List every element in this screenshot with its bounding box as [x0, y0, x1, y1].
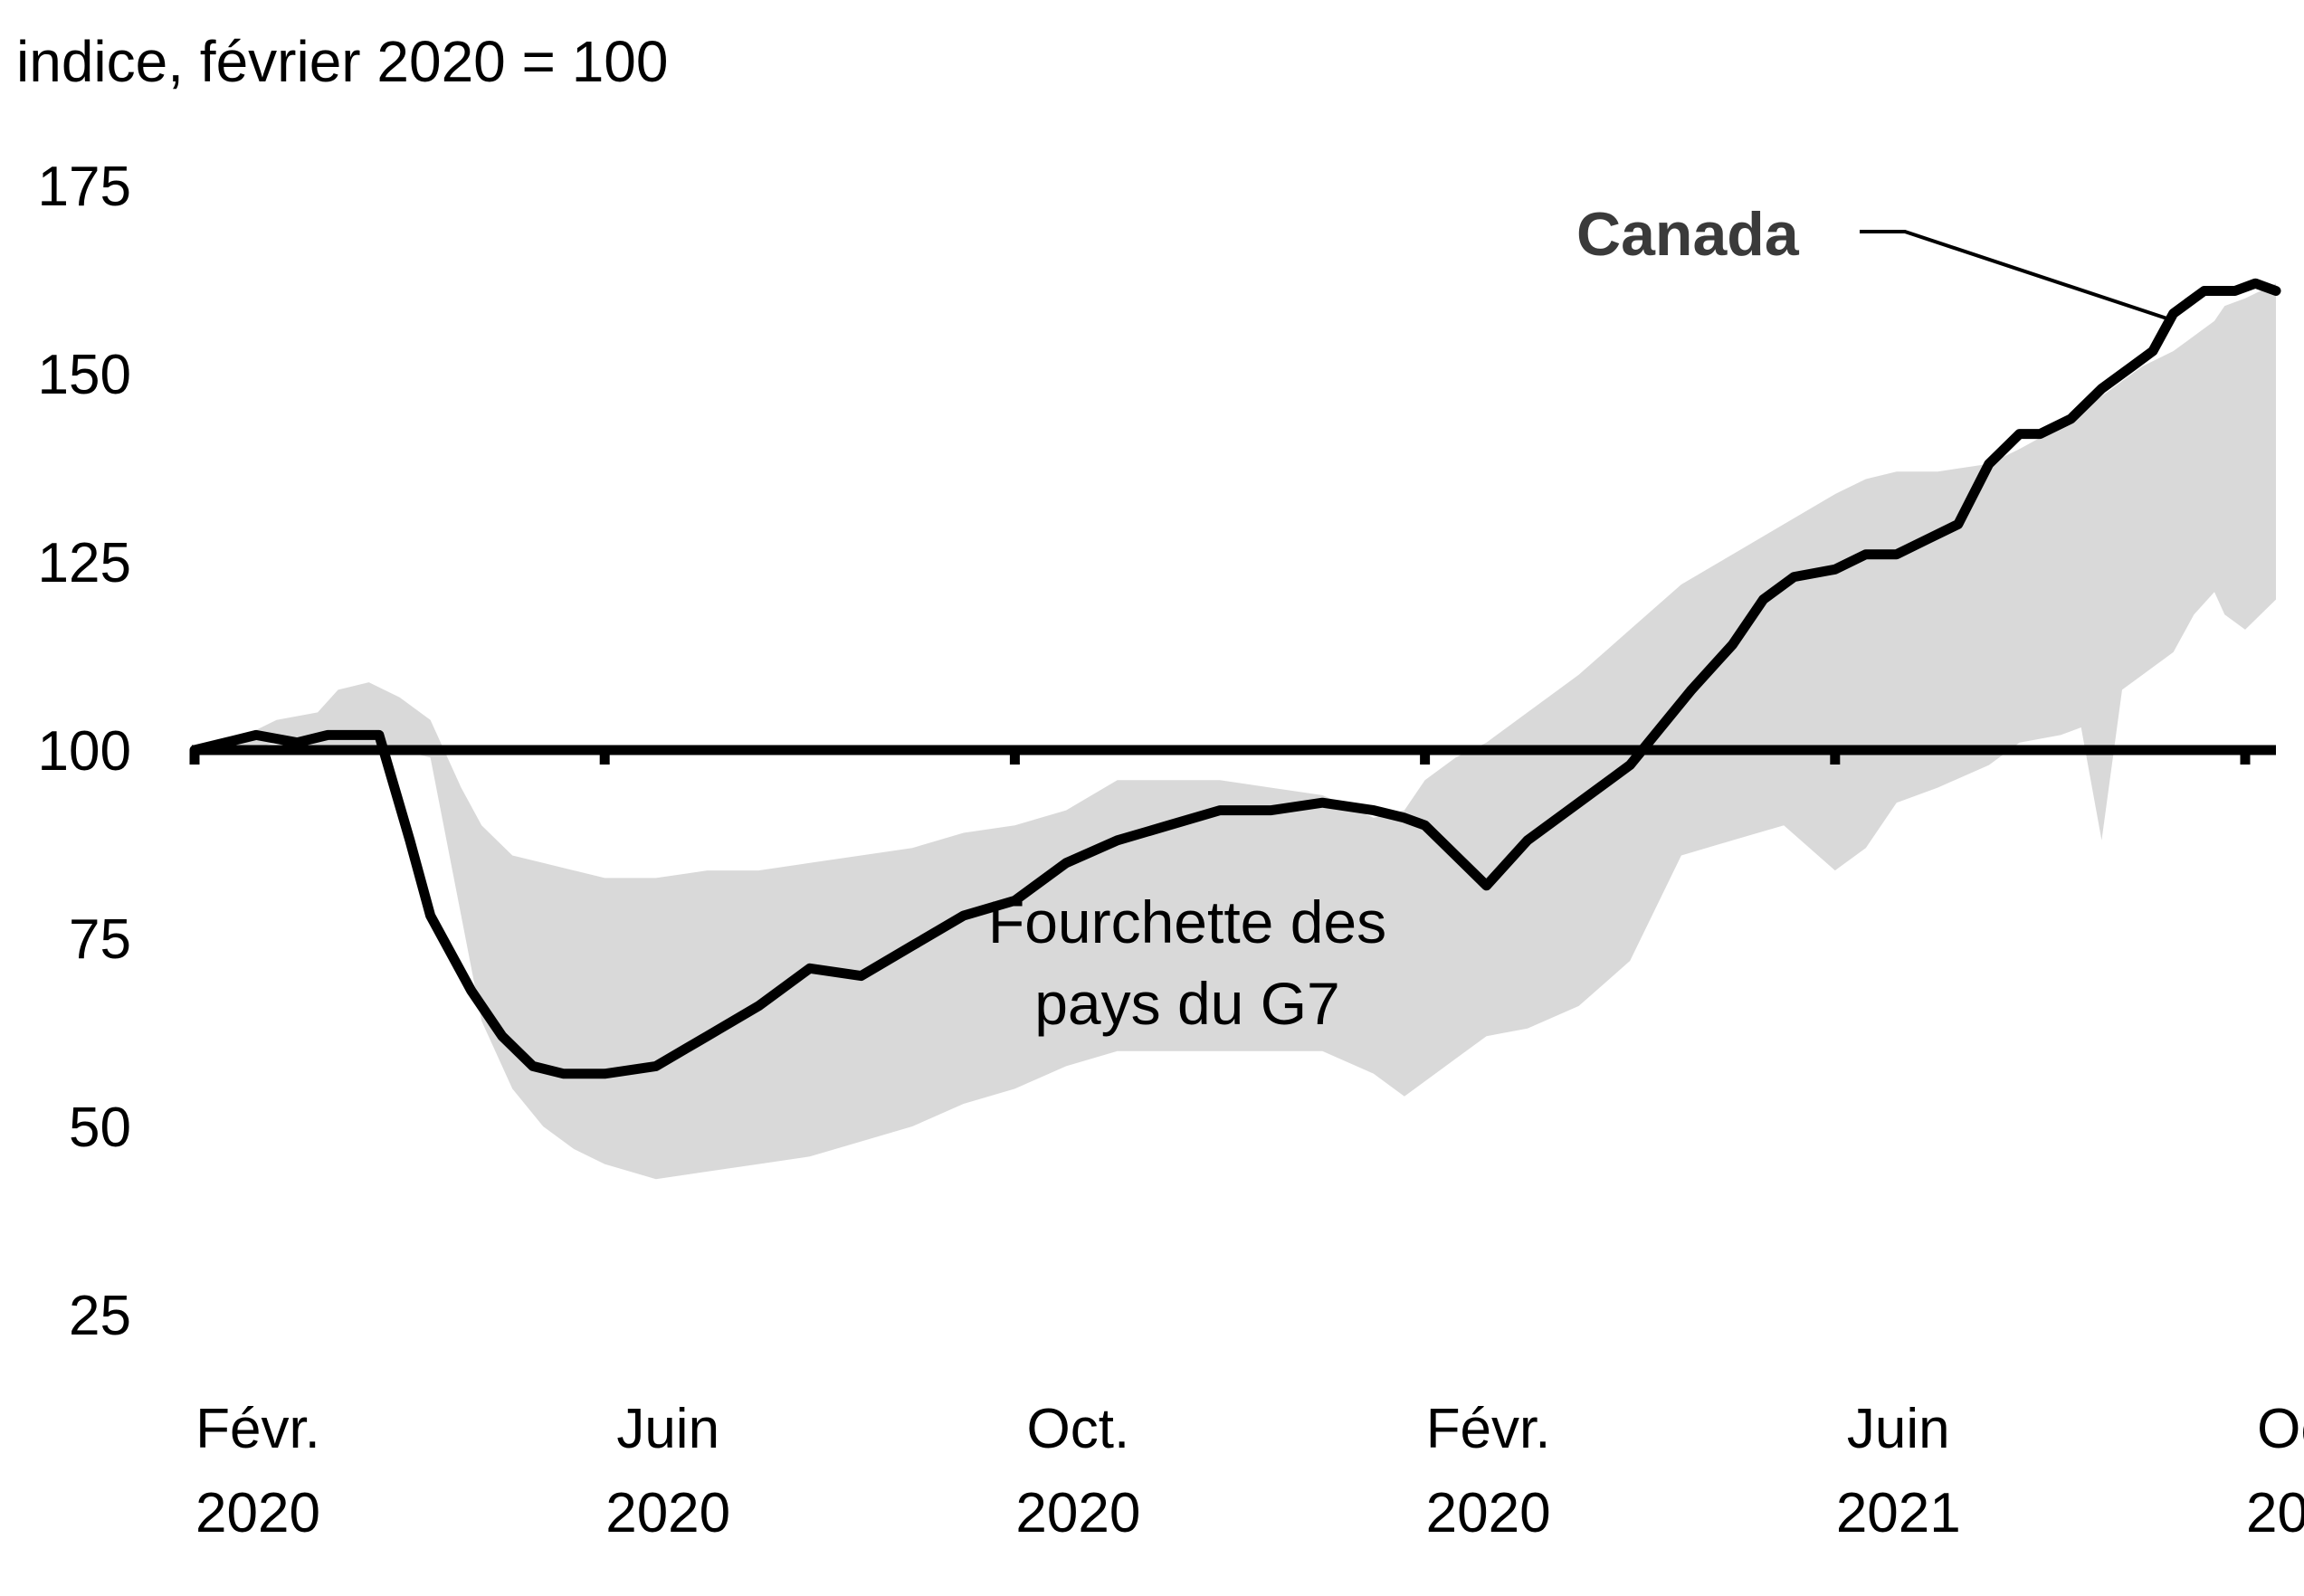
x-tick-label-month: Oct. — [1027, 1398, 1130, 1460]
x-tick-label-year: 2020 — [1015, 1482, 1140, 1544]
x-tick-label-month: Févr. — [1426, 1398, 1551, 1460]
x-tick-label-year: 2021 — [1836, 1482, 1961, 1544]
range-label-line2: pays du G7 — [1034, 970, 1340, 1037]
x-tick-label-year: 2020 — [1426, 1482, 1551, 1544]
y-tick-label: 125 — [38, 532, 131, 594]
x-tick-label-month: Juin — [616, 1398, 719, 1460]
x-tick-label-year: 2021 — [2246, 1482, 2304, 1544]
y-tick-label: 50 — [69, 1097, 131, 1159]
y-tick-label: 75 — [69, 908, 131, 971]
x-axis-tick-marks — [189, 750, 2251, 765]
y-tick-label: 175 — [38, 156, 131, 218]
x-tick-label-month: Oct. — [2257, 1398, 2304, 1460]
x-tick-label-year: 2020 — [195, 1482, 320, 1544]
y-tick-label: 25 — [69, 1285, 131, 1347]
y-tick-label: 150 — [38, 344, 131, 406]
x-axis-tick-labels: Févr. 2020 Juin 2020 Oct. 2020 Févr. 2020 Juin 20… — [195, 1398, 2304, 1544]
y-tick-label: 100 — [38, 720, 131, 783]
canada-label-leader-line — [1860, 230, 2175, 323]
range-label-line1: Fourchette des — [988, 888, 1386, 955]
canada-label: Canada — [1576, 200, 1800, 269]
x-tick-label-year: 2020 — [605, 1482, 730, 1544]
y-axis-ticks: 175 150 125 100 75 50 25 — [38, 156, 131, 1347]
y-axis-label: indice, février 2020 = 100 — [16, 29, 668, 94]
canada-series-line — [189, 278, 2281, 1079]
x-tick-label-month: Févr. — [195, 1398, 320, 1460]
x-tick-label-month: Juin — [1847, 1398, 1950, 1460]
g7-range-area — [195, 283, 2276, 1180]
